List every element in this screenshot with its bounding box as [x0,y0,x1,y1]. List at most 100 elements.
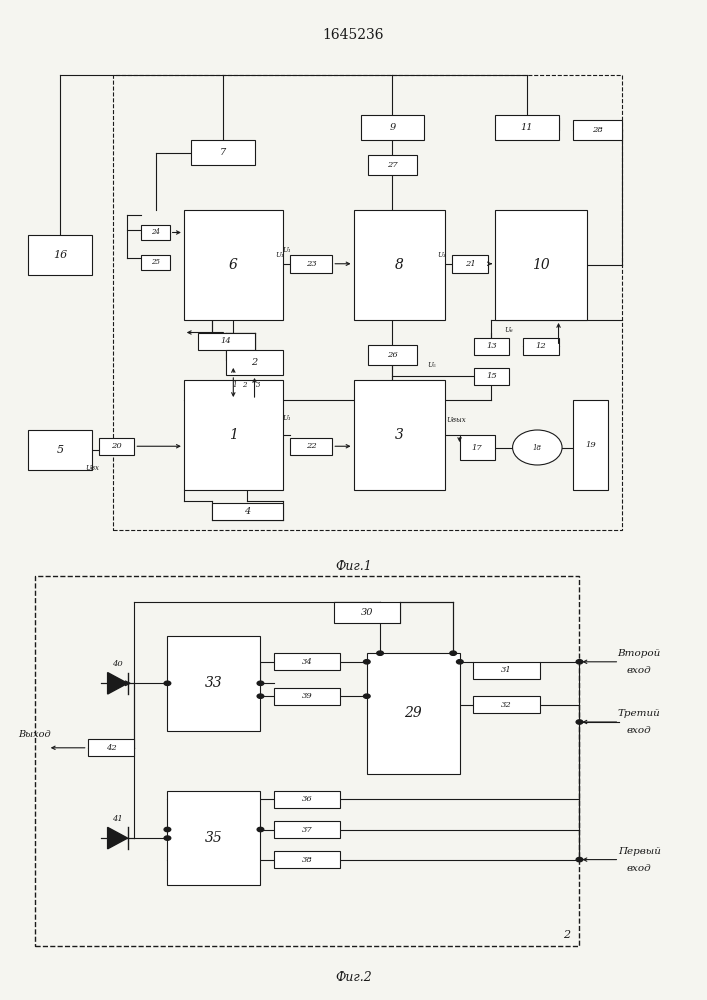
Text: 2: 2 [563,930,570,940]
Text: 1: 1 [233,381,237,389]
Circle shape [450,651,457,655]
Bar [367,653,460,774]
Bar [368,155,417,175]
Bar [88,739,134,756]
Circle shape [363,694,370,698]
Text: 25: 25 [151,258,160,266]
Bar [191,140,255,165]
Text: 39: 39 [302,692,312,700]
Text: 22: 22 [305,442,317,450]
Text: 17: 17 [472,444,483,452]
Bar [523,338,559,355]
Bar [28,430,92,470]
Bar [212,502,283,520]
Bar [35,576,580,946]
Text: 14: 14 [221,337,232,345]
Circle shape [257,827,264,832]
Text: 3: 3 [256,381,260,389]
Text: 1: 1 [229,428,238,442]
Text: Uвх: Uвх [85,464,99,472]
Text: 32: 32 [501,701,512,709]
Text: 27: 27 [387,161,398,169]
Text: 4: 4 [245,507,250,516]
Text: 8: 8 [395,258,404,272]
Bar [184,380,283,490]
Bar [198,332,255,350]
Text: 13: 13 [486,342,497,350]
Text: U₁: U₁ [275,251,284,259]
Circle shape [257,681,264,685]
Bar [274,791,340,808]
Text: 16: 16 [53,250,67,260]
Text: Выход: Выход [18,730,51,739]
Text: 20: 20 [111,442,122,450]
Text: 24: 24 [151,229,160,236]
Circle shape [164,836,171,840]
Polygon shape [107,827,127,849]
Circle shape [164,681,171,685]
Circle shape [576,857,583,862]
Text: U₃: U₃ [438,251,446,259]
Text: 11: 11 [520,123,533,132]
Bar [361,115,424,140]
Circle shape [576,720,583,724]
Bar [141,255,170,270]
Circle shape [363,660,370,664]
Bar [141,225,170,240]
Bar [573,120,622,140]
Bar [495,210,587,320]
Bar [460,435,495,460]
Text: 6: 6 [229,258,238,272]
Text: 42: 42 [105,744,117,752]
Bar [354,210,445,320]
Circle shape [164,827,171,832]
Bar [474,338,509,355]
Bar [573,400,608,490]
Text: 3: 3 [395,428,404,442]
Bar [495,115,559,140]
Text: Фиг.1: Фиг.1 [335,560,372,573]
Text: 5: 5 [57,445,64,455]
Text: 30: 30 [361,608,373,617]
Circle shape [576,660,583,664]
Text: вход: вход [627,666,652,675]
Circle shape [377,651,383,655]
Bar [452,255,488,272]
Text: 2: 2 [252,358,257,367]
Bar [274,821,340,838]
Text: 33: 33 [205,676,223,690]
Text: 9: 9 [390,123,395,132]
Text: 21: 21 [464,260,476,268]
Text: 10: 10 [532,258,550,272]
Text: 35: 35 [205,831,223,845]
Text: Uвых: Uвых [446,416,466,424]
Bar [28,235,92,275]
Text: U₆: U₆ [505,326,513,334]
Bar [168,791,260,885]
Text: 40: 40 [112,660,123,668]
Text: 31: 31 [501,666,512,674]
Text: 36: 36 [302,795,312,803]
Text: 15: 15 [486,372,497,380]
Text: 23: 23 [305,260,317,268]
Bar [274,851,340,868]
Text: 7: 7 [220,148,226,157]
Text: Первый: Первый [618,846,661,856]
Text: вход: вход [627,864,652,873]
Circle shape [457,660,463,664]
Text: U₁: U₁ [282,246,291,254]
Polygon shape [107,673,127,694]
Bar [99,438,134,455]
Text: 26: 26 [387,351,398,359]
Text: 1645236: 1645236 [323,28,384,42]
Text: U₅: U₅ [427,361,436,369]
Text: 19: 19 [585,441,596,449]
Text: 12: 12 [535,342,547,350]
Text: 29: 29 [404,706,422,720]
Text: 34: 34 [302,658,312,666]
Bar [354,380,445,490]
Bar [168,636,260,731]
Circle shape [257,694,264,698]
Bar [274,653,340,670]
Text: U₁: U₁ [282,414,291,422]
